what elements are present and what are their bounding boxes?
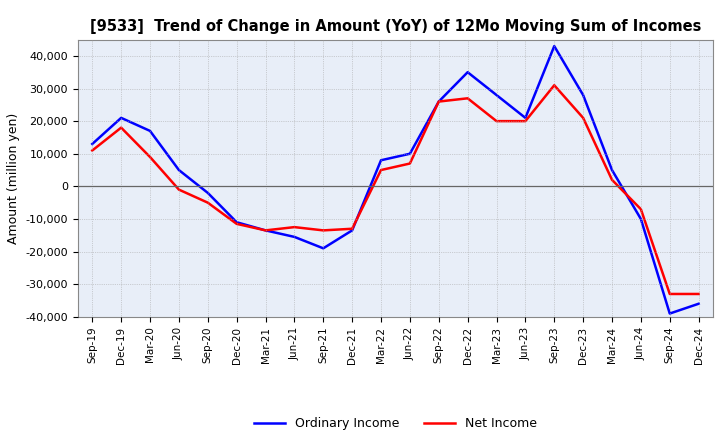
Net Income bbox=[579, 115, 588, 121]
Net Income bbox=[463, 95, 472, 101]
Ordinary Income bbox=[377, 158, 385, 163]
Ordinary Income bbox=[145, 128, 154, 134]
Ordinary Income bbox=[88, 141, 96, 147]
Ordinary Income bbox=[204, 190, 212, 195]
Ordinary Income bbox=[261, 228, 270, 233]
Ordinary Income bbox=[665, 311, 674, 316]
Ordinary Income bbox=[290, 234, 299, 239]
Ordinary Income bbox=[319, 246, 328, 251]
Line: Net Income: Net Income bbox=[92, 85, 698, 294]
Ordinary Income bbox=[579, 92, 588, 98]
Net Income bbox=[204, 200, 212, 205]
Net Income bbox=[608, 177, 616, 183]
Ordinary Income bbox=[117, 115, 125, 121]
Line: Ordinary Income: Ordinary Income bbox=[92, 46, 698, 314]
Title: [9533]  Trend of Change in Amount (YoY) of 12Mo Moving Sum of Incomes: [9533] Trend of Change in Amount (YoY) o… bbox=[90, 19, 701, 34]
Net Income bbox=[319, 228, 328, 233]
Ordinary Income bbox=[608, 167, 616, 172]
Net Income bbox=[348, 226, 356, 231]
Net Income bbox=[550, 83, 559, 88]
Ordinary Income bbox=[550, 44, 559, 49]
Net Income bbox=[665, 291, 674, 297]
Net Income bbox=[117, 125, 125, 130]
Ordinary Income bbox=[636, 216, 645, 222]
Ordinary Income bbox=[348, 228, 356, 233]
Net Income bbox=[636, 206, 645, 212]
Ordinary Income bbox=[492, 92, 501, 98]
Y-axis label: Amount (million yen): Amount (million yen) bbox=[7, 113, 20, 244]
Ordinary Income bbox=[434, 99, 443, 104]
Ordinary Income bbox=[174, 167, 183, 172]
Net Income bbox=[694, 291, 703, 297]
Net Income bbox=[434, 99, 443, 104]
Ordinary Income bbox=[233, 220, 241, 225]
Ordinary Income bbox=[521, 115, 530, 121]
Net Income bbox=[88, 148, 96, 153]
Net Income bbox=[405, 161, 414, 166]
Net Income bbox=[233, 221, 241, 227]
Legend: Ordinary Income, Net Income: Ordinary Income, Net Income bbox=[248, 412, 542, 435]
Net Income bbox=[290, 224, 299, 230]
Ordinary Income bbox=[463, 70, 472, 75]
Net Income bbox=[174, 187, 183, 192]
Net Income bbox=[377, 167, 385, 172]
Net Income bbox=[145, 154, 154, 160]
Net Income bbox=[492, 118, 501, 124]
Ordinary Income bbox=[405, 151, 414, 156]
Net Income bbox=[261, 228, 270, 233]
Ordinary Income bbox=[694, 301, 703, 306]
Net Income bbox=[521, 118, 530, 124]
